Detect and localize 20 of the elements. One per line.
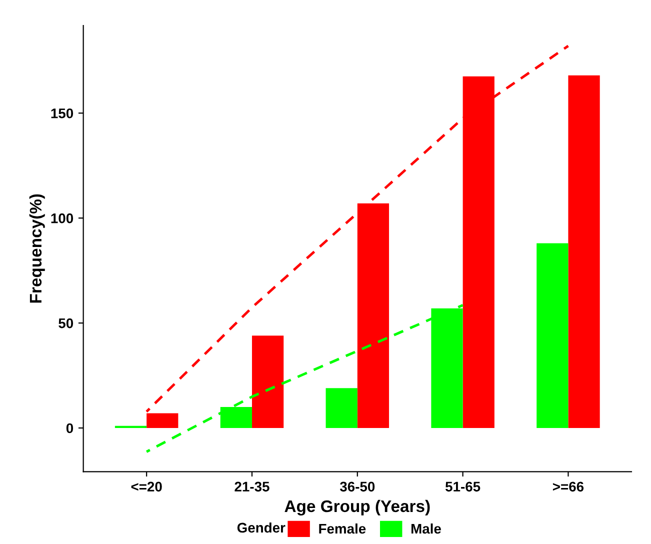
bar (536, 243, 568, 428)
x-tick-label: 21-35 (234, 482, 270, 492)
bar (220, 406, 252, 428)
x-tick-label: >=66 (552, 482, 584, 492)
legend-label: Male (411, 523, 441, 534)
x-tick-label: <=20 (131, 482, 162, 492)
y-tick-label: 150 (51, 108, 74, 118)
line-series (145, 304, 464, 453)
legend-label: Female (319, 523, 366, 534)
y-tick-label: 0 (66, 423, 74, 434)
legend-title: Gender (237, 522, 286, 533)
x-axis-title: Age Group (Years) (284, 500, 430, 516)
x-tick-label: 51-65 (445, 482, 480, 492)
bar (568, 75, 600, 428)
x-tick-label: 36-50 (340, 482, 375, 492)
bar (326, 388, 358, 428)
bar (252, 336, 284, 428)
y-tick-label: 100 (51, 213, 74, 224)
y-tick-label: 50 (58, 318, 74, 328)
y-axis-title: Frequency(%) (29, 194, 45, 303)
